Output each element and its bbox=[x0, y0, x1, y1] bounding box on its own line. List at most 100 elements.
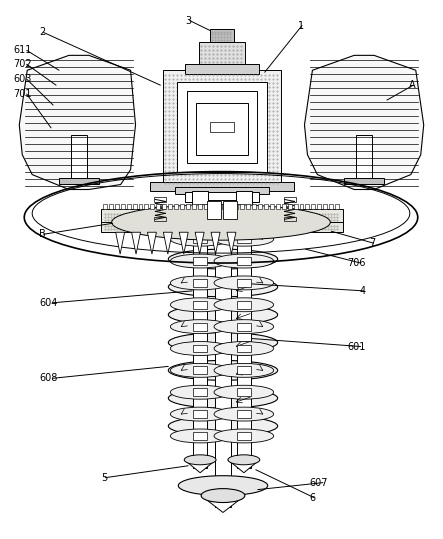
Ellipse shape bbox=[168, 333, 278, 353]
Bar bbox=[193, 367, 207, 375]
Bar bbox=[187, 91, 257, 163]
Bar bbox=[210, 204, 214, 209]
Bar bbox=[193, 229, 207, 468]
Bar bbox=[192, 191, 208, 229]
Bar bbox=[204, 204, 208, 209]
Text: 706: 706 bbox=[347, 258, 366, 268]
Bar bbox=[199, 43, 245, 64]
Text: 607: 607 bbox=[310, 478, 328, 488]
Bar bbox=[236, 191, 252, 229]
Bar bbox=[282, 204, 286, 209]
Ellipse shape bbox=[201, 489, 245, 502]
Bar bbox=[115, 204, 119, 209]
Ellipse shape bbox=[214, 254, 274, 268]
Polygon shape bbox=[179, 232, 188, 254]
Ellipse shape bbox=[168, 361, 278, 381]
Bar bbox=[193, 257, 207, 265]
Bar bbox=[120, 204, 124, 209]
Ellipse shape bbox=[214, 298, 274, 312]
Bar bbox=[228, 204, 232, 209]
Bar bbox=[132, 204, 136, 209]
Text: 6: 6 bbox=[310, 493, 315, 502]
Bar bbox=[299, 204, 303, 209]
Ellipse shape bbox=[214, 232, 274, 246]
Bar bbox=[237, 257, 251, 265]
Text: 611: 611 bbox=[13, 45, 32, 56]
Bar bbox=[237, 323, 251, 330]
Polygon shape bbox=[19, 56, 136, 190]
Bar bbox=[284, 217, 295, 222]
Bar bbox=[237, 367, 251, 375]
Text: 4: 4 bbox=[359, 286, 365, 296]
Bar bbox=[180, 204, 184, 209]
Ellipse shape bbox=[214, 363, 274, 377]
Text: 1: 1 bbox=[298, 20, 303, 31]
Polygon shape bbox=[184, 460, 216, 473]
Text: 601: 601 bbox=[347, 342, 365, 351]
Ellipse shape bbox=[214, 320, 274, 334]
Bar bbox=[177, 82, 267, 171]
Text: 701: 701 bbox=[13, 89, 32, 99]
Bar bbox=[237, 301, 251, 309]
Ellipse shape bbox=[170, 429, 230, 443]
Bar bbox=[185, 192, 259, 203]
Polygon shape bbox=[132, 232, 140, 254]
Ellipse shape bbox=[214, 385, 274, 399]
Bar bbox=[192, 204, 196, 209]
Ellipse shape bbox=[168, 277, 278, 297]
Polygon shape bbox=[116, 232, 124, 254]
Bar bbox=[215, 229, 231, 508]
Bar bbox=[193, 388, 207, 396]
Bar bbox=[216, 204, 220, 209]
Polygon shape bbox=[228, 460, 260, 473]
Text: 604: 604 bbox=[39, 298, 58, 308]
Bar bbox=[294, 204, 298, 209]
Bar bbox=[210, 29, 234, 43]
Bar bbox=[109, 204, 113, 209]
Ellipse shape bbox=[168, 416, 278, 436]
Text: 608: 608 bbox=[39, 374, 58, 383]
Bar bbox=[240, 204, 244, 209]
Bar bbox=[222, 204, 226, 209]
Ellipse shape bbox=[170, 320, 230, 334]
Bar bbox=[193, 344, 207, 353]
Polygon shape bbox=[304, 56, 424, 190]
Ellipse shape bbox=[170, 407, 230, 421]
Ellipse shape bbox=[214, 342, 274, 355]
Text: 2: 2 bbox=[39, 27, 45, 38]
Bar bbox=[101, 209, 343, 223]
Bar bbox=[237, 279, 251, 287]
Text: 702: 702 bbox=[13, 59, 32, 70]
Ellipse shape bbox=[184, 455, 216, 465]
Bar bbox=[270, 204, 274, 209]
Bar bbox=[311, 204, 315, 209]
Bar bbox=[246, 204, 250, 209]
Bar bbox=[276, 204, 280, 209]
Bar bbox=[144, 204, 148, 209]
Bar bbox=[356, 135, 372, 179]
Ellipse shape bbox=[168, 305, 278, 324]
Bar bbox=[151, 182, 294, 191]
Bar bbox=[155, 197, 167, 203]
Bar bbox=[185, 64, 259, 74]
Ellipse shape bbox=[214, 407, 274, 421]
Bar bbox=[306, 204, 310, 209]
Bar bbox=[139, 204, 143, 209]
Bar bbox=[193, 235, 207, 243]
Bar bbox=[237, 388, 251, 396]
Bar bbox=[329, 204, 333, 209]
Bar bbox=[198, 204, 202, 209]
Bar bbox=[193, 432, 207, 440]
Polygon shape bbox=[211, 232, 220, 254]
Bar bbox=[210, 122, 234, 132]
Ellipse shape bbox=[170, 363, 230, 377]
Ellipse shape bbox=[168, 249, 278, 269]
Polygon shape bbox=[195, 232, 204, 254]
Ellipse shape bbox=[112, 204, 330, 240]
Text: B: B bbox=[39, 229, 46, 239]
Bar bbox=[193, 323, 207, 330]
Bar bbox=[323, 204, 327, 209]
Bar bbox=[252, 204, 256, 209]
Bar bbox=[195, 201, 249, 212]
Bar bbox=[196, 103, 248, 155]
